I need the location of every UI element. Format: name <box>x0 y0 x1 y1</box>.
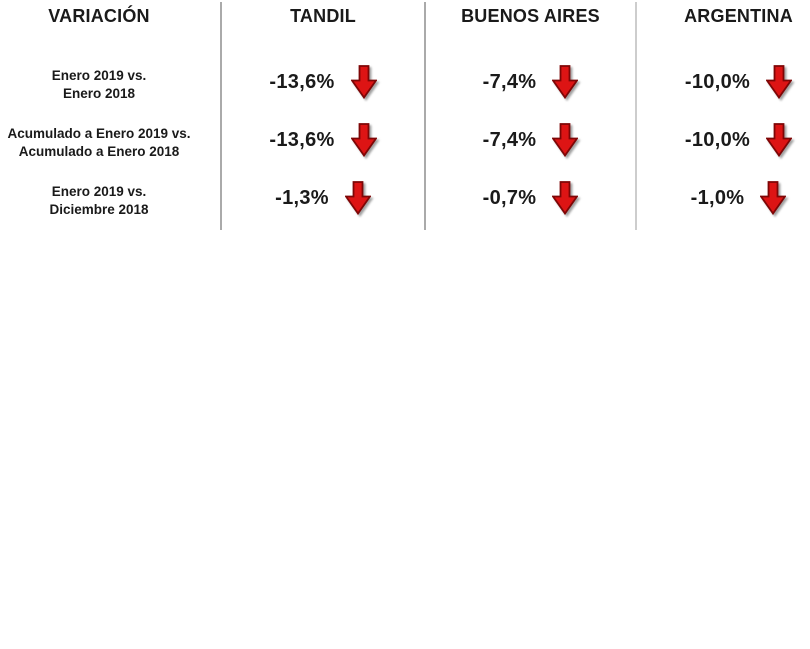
value-cell-tandil-row2: -13,6% <box>222 111 424 169</box>
value-cell-argentina-row3: -1,0% <box>667 169 810 227</box>
value-cell-buenos-aires-row1: -7,4% <box>426 53 635 111</box>
variation-table: VARIACIÓN Enero 2019 vs. Enero 2018 Acum… <box>0 2 810 232</box>
column-buenos-aires: BUENOS AIRES -7,4% -7,4% -0,7% <box>426 2 637 230</box>
value-cell-buenos-aires-row3: -0,7% <box>426 169 635 227</box>
value-cell-buenos-aires-row2: -7,4% <box>426 111 635 169</box>
column-header-variacion: VARIACIÓN <box>48 6 150 26</box>
row-label-line2: Diciembre 2018 <box>49 202 149 217</box>
row-label-line1: Acumulado a Enero 2019 vs. <box>7 126 191 141</box>
value-cell-argentina-row2: -10,0% <box>667 111 810 169</box>
value-text: -10,0% <box>684 70 751 93</box>
value-text: -1,3% <box>275 186 329 209</box>
row-label-line2: Enero 2018 <box>62 86 136 101</box>
row-label-acumulado: Acumulado a Enero 2019 vs. Acumulado a E… <box>0 114 198 172</box>
trend-down-arrow-icon <box>351 65 377 99</box>
value-text: -7,4% <box>482 70 537 93</box>
column-variacion: VARIACIÓN Enero 2019 vs. Enero 2018 Acum… <box>0 2 222 230</box>
column-header-argentina: ARGENTINA <box>684 6 793 26</box>
row-label-enero-vs-enero: Enero 2019 vs. Enero 2018 <box>0 56 198 114</box>
row-label-line1: Enero 2019 vs. <box>51 184 147 199</box>
trend-down-arrow-icon <box>552 65 578 99</box>
trend-down-arrow-icon <box>552 123 578 157</box>
trend-down-arrow-icon <box>760 181 786 215</box>
value-text: -0,7% <box>482 186 537 209</box>
column-argentina: ARGENTINA -10,0% -10,0% -1,0% <box>637 2 810 230</box>
trend-down-arrow-icon <box>345 181 371 215</box>
column-header-buenos-aires: BUENOS AIRES <box>461 6 600 26</box>
row-label-line1: Enero 2019 vs. <box>51 68 147 83</box>
value-text: -13,6% <box>269 70 335 93</box>
value-text: -7,4% <box>482 128 537 151</box>
trend-down-arrow-icon <box>766 65 792 99</box>
value-text: -10,0% <box>684 128 751 151</box>
trend-down-arrow-icon <box>552 181 578 215</box>
column-tandil: TANDIL -13,6% -13,6% -1,3% <box>222 2 426 230</box>
value-cell-argentina-row1: -10,0% <box>667 53 810 111</box>
trend-down-arrow-icon <box>351 123 377 157</box>
trend-down-arrow-icon <box>766 123 792 157</box>
value-text: -13,6% <box>269 128 335 151</box>
row-label-line2: Acumulado a Enero 2018 <box>18 144 180 159</box>
column-header-tandil: TANDIL <box>290 6 356 26</box>
row-label-enero-vs-diciembre: Enero 2019 vs. Diciembre 2018 <box>0 172 198 230</box>
value-cell-tandil-row1: -13,6% <box>222 53 424 111</box>
value-text: -1,0% <box>690 186 745 209</box>
value-cell-tandil-row3: -1,3% <box>222 169 424 227</box>
